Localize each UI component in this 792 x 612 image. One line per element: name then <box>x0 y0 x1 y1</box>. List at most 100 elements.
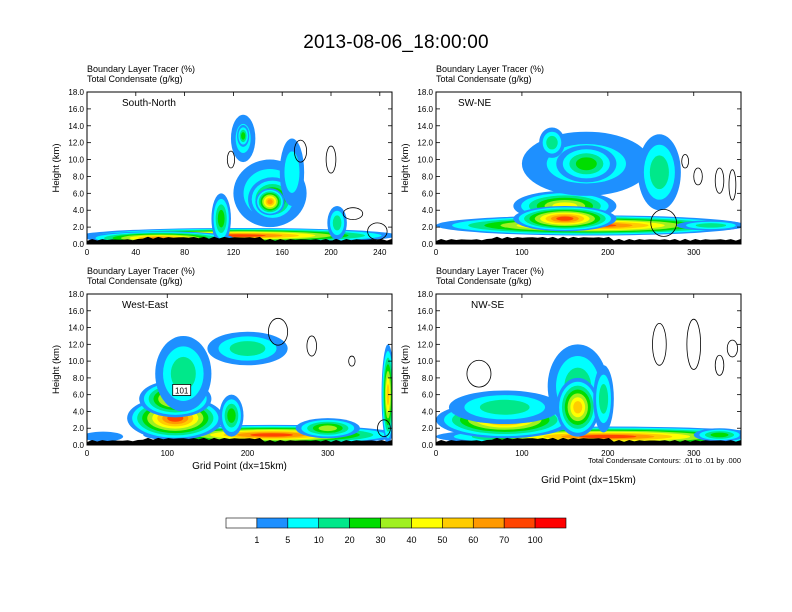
tracer-blob <box>637 134 681 211</box>
condensate-contour <box>681 154 689 169</box>
x-tick-label: 100 <box>515 248 529 257</box>
tracer-blob <box>556 377 600 437</box>
panel-south-north: Boundary Layer Tracer (%)Total Condensat… <box>51 64 393 257</box>
tracer-blob <box>279 138 305 207</box>
plot-area <box>87 294 392 445</box>
condensate-contour <box>367 222 388 241</box>
y-tick-label: 4.0 <box>422 407 434 416</box>
tracer-band <box>284 151 300 194</box>
tracer-band <box>556 216 574 221</box>
x-tick-label: 80 <box>180 248 189 257</box>
panel-name: SW-NE <box>458 98 491 109</box>
x-tick-label: 0 <box>85 248 90 257</box>
y-tick-label: 14.0 <box>417 324 433 333</box>
condensate-contour <box>267 317 289 346</box>
y-tick-label: 2.0 <box>73 424 85 433</box>
panel-title-line2: Total Condensate (g/kg) <box>436 74 532 84</box>
tracer-blob <box>87 431 124 442</box>
colorbar-cell <box>349 517 381 529</box>
tracer-blob <box>381 344 392 445</box>
colorbar-cell <box>411 517 443 529</box>
y-tick-label: 18.0 <box>68 88 84 97</box>
y-tick-label: 6.0 <box>422 189 434 198</box>
panel-title-line1: Boundary Layer Tracer (%) <box>87 266 195 276</box>
y-tick-label: 0.0 <box>73 441 85 450</box>
condensate-contour <box>466 359 492 388</box>
plot-frame <box>86 91 393 245</box>
panel-title-line1: Boundary Layer Tracer (%) <box>87 64 195 74</box>
y-tick-label: 8.0 <box>73 374 85 383</box>
x-axis-label: Grid Point (dx=15km) <box>541 475 636 486</box>
x-tick-label: 200 <box>324 248 338 257</box>
panel-title-line2: Total Condensate (g/kg) <box>436 276 532 286</box>
y-tick-label: 18.0 <box>68 290 84 299</box>
y-tick-label: 8.0 <box>422 172 434 181</box>
x-tick-label: 160 <box>276 248 290 257</box>
condensate-contour <box>348 355 356 367</box>
terrain <box>87 437 392 445</box>
y-tick-label: 16.0 <box>417 105 433 114</box>
plot-area <box>87 92 392 244</box>
colorbar-label: 40 <box>406 535 416 545</box>
tracer-band <box>546 135 558 150</box>
y-tick-label: 14.0 <box>68 122 84 131</box>
colorbar-label: 10 <box>314 535 324 545</box>
tracer-blob <box>593 365 614 433</box>
tracer-blob <box>155 335 212 412</box>
plot-frame <box>435 91 742 245</box>
tracer-band <box>386 384 390 406</box>
y-tick-label: 10.0 <box>417 156 433 165</box>
x-tick-label: 0 <box>434 449 439 458</box>
colorbar-cell <box>225 517 258 529</box>
panel-title-line1: Boundary Layer Tracer (%) <box>436 266 544 276</box>
plot-frame <box>435 293 742 446</box>
tracer-blob <box>693 428 741 442</box>
tracer-band <box>573 401 583 414</box>
panel-nw-se: Boundary Layer Tracer (%)Total Condensat… <box>400 266 742 486</box>
tracer-band <box>217 209 225 228</box>
tracer-band <box>479 399 530 415</box>
tracer-blob <box>556 145 617 183</box>
panel-title-line2: Total Condensate (g/kg) <box>87 276 183 286</box>
y-tick-label: 16.0 <box>68 105 84 114</box>
panel-name: South-North <box>122 98 176 109</box>
y-tick-label: 2.0 <box>73 223 85 232</box>
terrain <box>436 236 741 244</box>
x-tick-label: 100 <box>161 449 175 458</box>
y-tick-label: 14.0 <box>68 324 84 333</box>
y-tick-label: 6.0 <box>73 391 85 400</box>
tracer-band <box>598 383 609 414</box>
x-tick-label: 120 <box>227 248 241 257</box>
colorbar-cell <box>534 517 567 529</box>
tracer-blob <box>448 390 561 425</box>
x-tick-label: 300 <box>321 449 335 458</box>
y-tick-label: 4.0 <box>422 206 434 215</box>
contour-label-box <box>172 384 192 396</box>
colorbar-cell <box>442 517 474 529</box>
x-tick-label: 100 <box>515 449 529 458</box>
colorbar: 1 5 10 20 30 40 50 60 70 100 <box>225 517 567 545</box>
y-tick-label: 12.0 <box>68 340 84 349</box>
x-tick-label: 300 <box>687 449 701 458</box>
y-tick-label: 0.0 <box>422 240 434 249</box>
tracer-band <box>695 223 727 228</box>
y-tick-label: 2.0 <box>422 424 434 433</box>
colorbar-label: 20 <box>345 535 355 545</box>
tracer-band <box>318 425 337 432</box>
y-tick-label: 4.0 <box>73 206 85 215</box>
condensate-contour <box>714 354 725 376</box>
panel-name: NW-SE <box>471 300 504 311</box>
panel-title-line2: Total Condensate (g/kg) <box>87 74 183 84</box>
y-tick-label: 10.0 <box>68 357 84 366</box>
tracer-band <box>250 433 294 437</box>
y-tick-label: 6.0 <box>73 189 85 198</box>
y-tick-label: 18.0 <box>417 290 433 299</box>
tracer-blob <box>219 394 244 437</box>
tracer-band <box>649 155 669 190</box>
condensate-contour <box>650 208 677 237</box>
colorbar-label: 100 <box>528 535 543 545</box>
x-tick-label: 0 <box>434 248 439 257</box>
x-tick-label: 200 <box>601 248 615 257</box>
condensate-contour <box>293 139 307 163</box>
